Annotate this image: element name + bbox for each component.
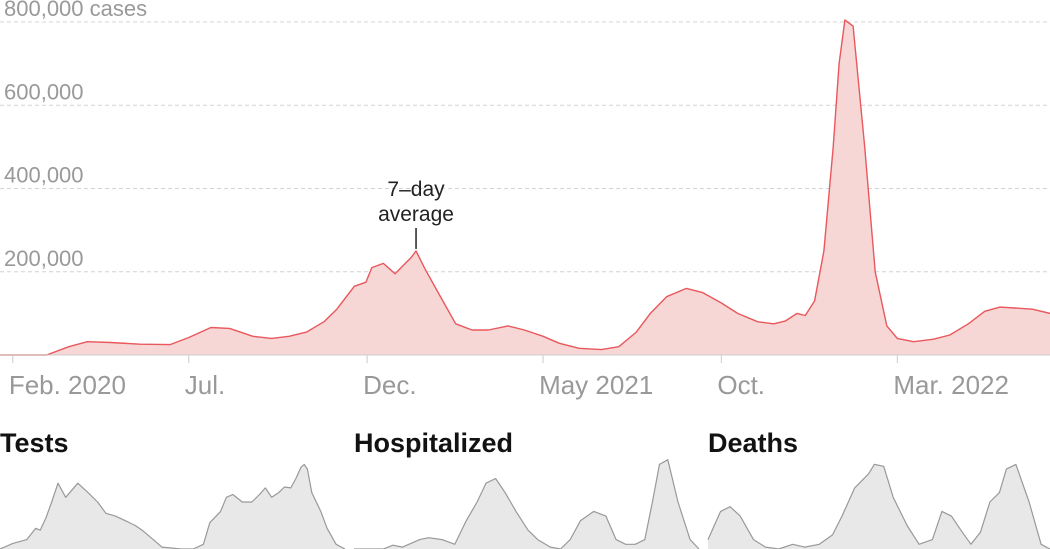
x-tick-label-jul: Jul. [185, 370, 225, 400]
deaths-sparkline-area [708, 464, 1050, 549]
x-ticks [12, 355, 898, 363]
hospitalized-title: Hospitalized [354, 428, 513, 458]
tests-title: Tests [0, 428, 69, 458]
x-tick-labels: Feb. 2020 Jul. Dec. May 2021 Oct. Mar. 2… [9, 370, 1009, 400]
cases-line [0, 19, 1050, 356]
y-tick-label-200000: 200,000 [4, 246, 84, 271]
x-tick-label-may-2021: May 2021 [539, 370, 653, 400]
y-tick-label-800000: 800,000 cases [4, 0, 147, 21]
grid-lines [0, 21, 1050, 273]
x-tick-label-dec: Dec. [363, 370, 416, 400]
x-tick-label-mar-2022: Mar. 2022 [893, 370, 1009, 400]
annotation-line-1: 7–day [387, 178, 445, 201]
tests-sparkline-line [0, 463, 346, 549]
deaths-sparkline-line [707, 463, 1050, 549]
annotation-line-2: average [378, 203, 454, 226]
y-tick-label-600000: 600,000 [4, 79, 84, 104]
y-tick-label-400000: 400,000 [4, 163, 84, 188]
x-tick-label-feb-2020: Feb. 2020 [9, 370, 126, 400]
tests-sparkline-area [0, 464, 345, 549]
deaths-title: Deaths [708, 428, 798, 458]
hospitalized-sparkline-line [354, 459, 700, 549]
y-tick-labels: 800,000 cases 600,000 400,000 200,000 [4, 0, 147, 271]
x-tick-label-oct: Oct. [717, 370, 765, 400]
hospitalized-sparkline-area [354, 459, 699, 549]
cases-area [0, 19, 1050, 356]
seven-day-average-annotation: 7–day average [378, 178, 454, 249]
